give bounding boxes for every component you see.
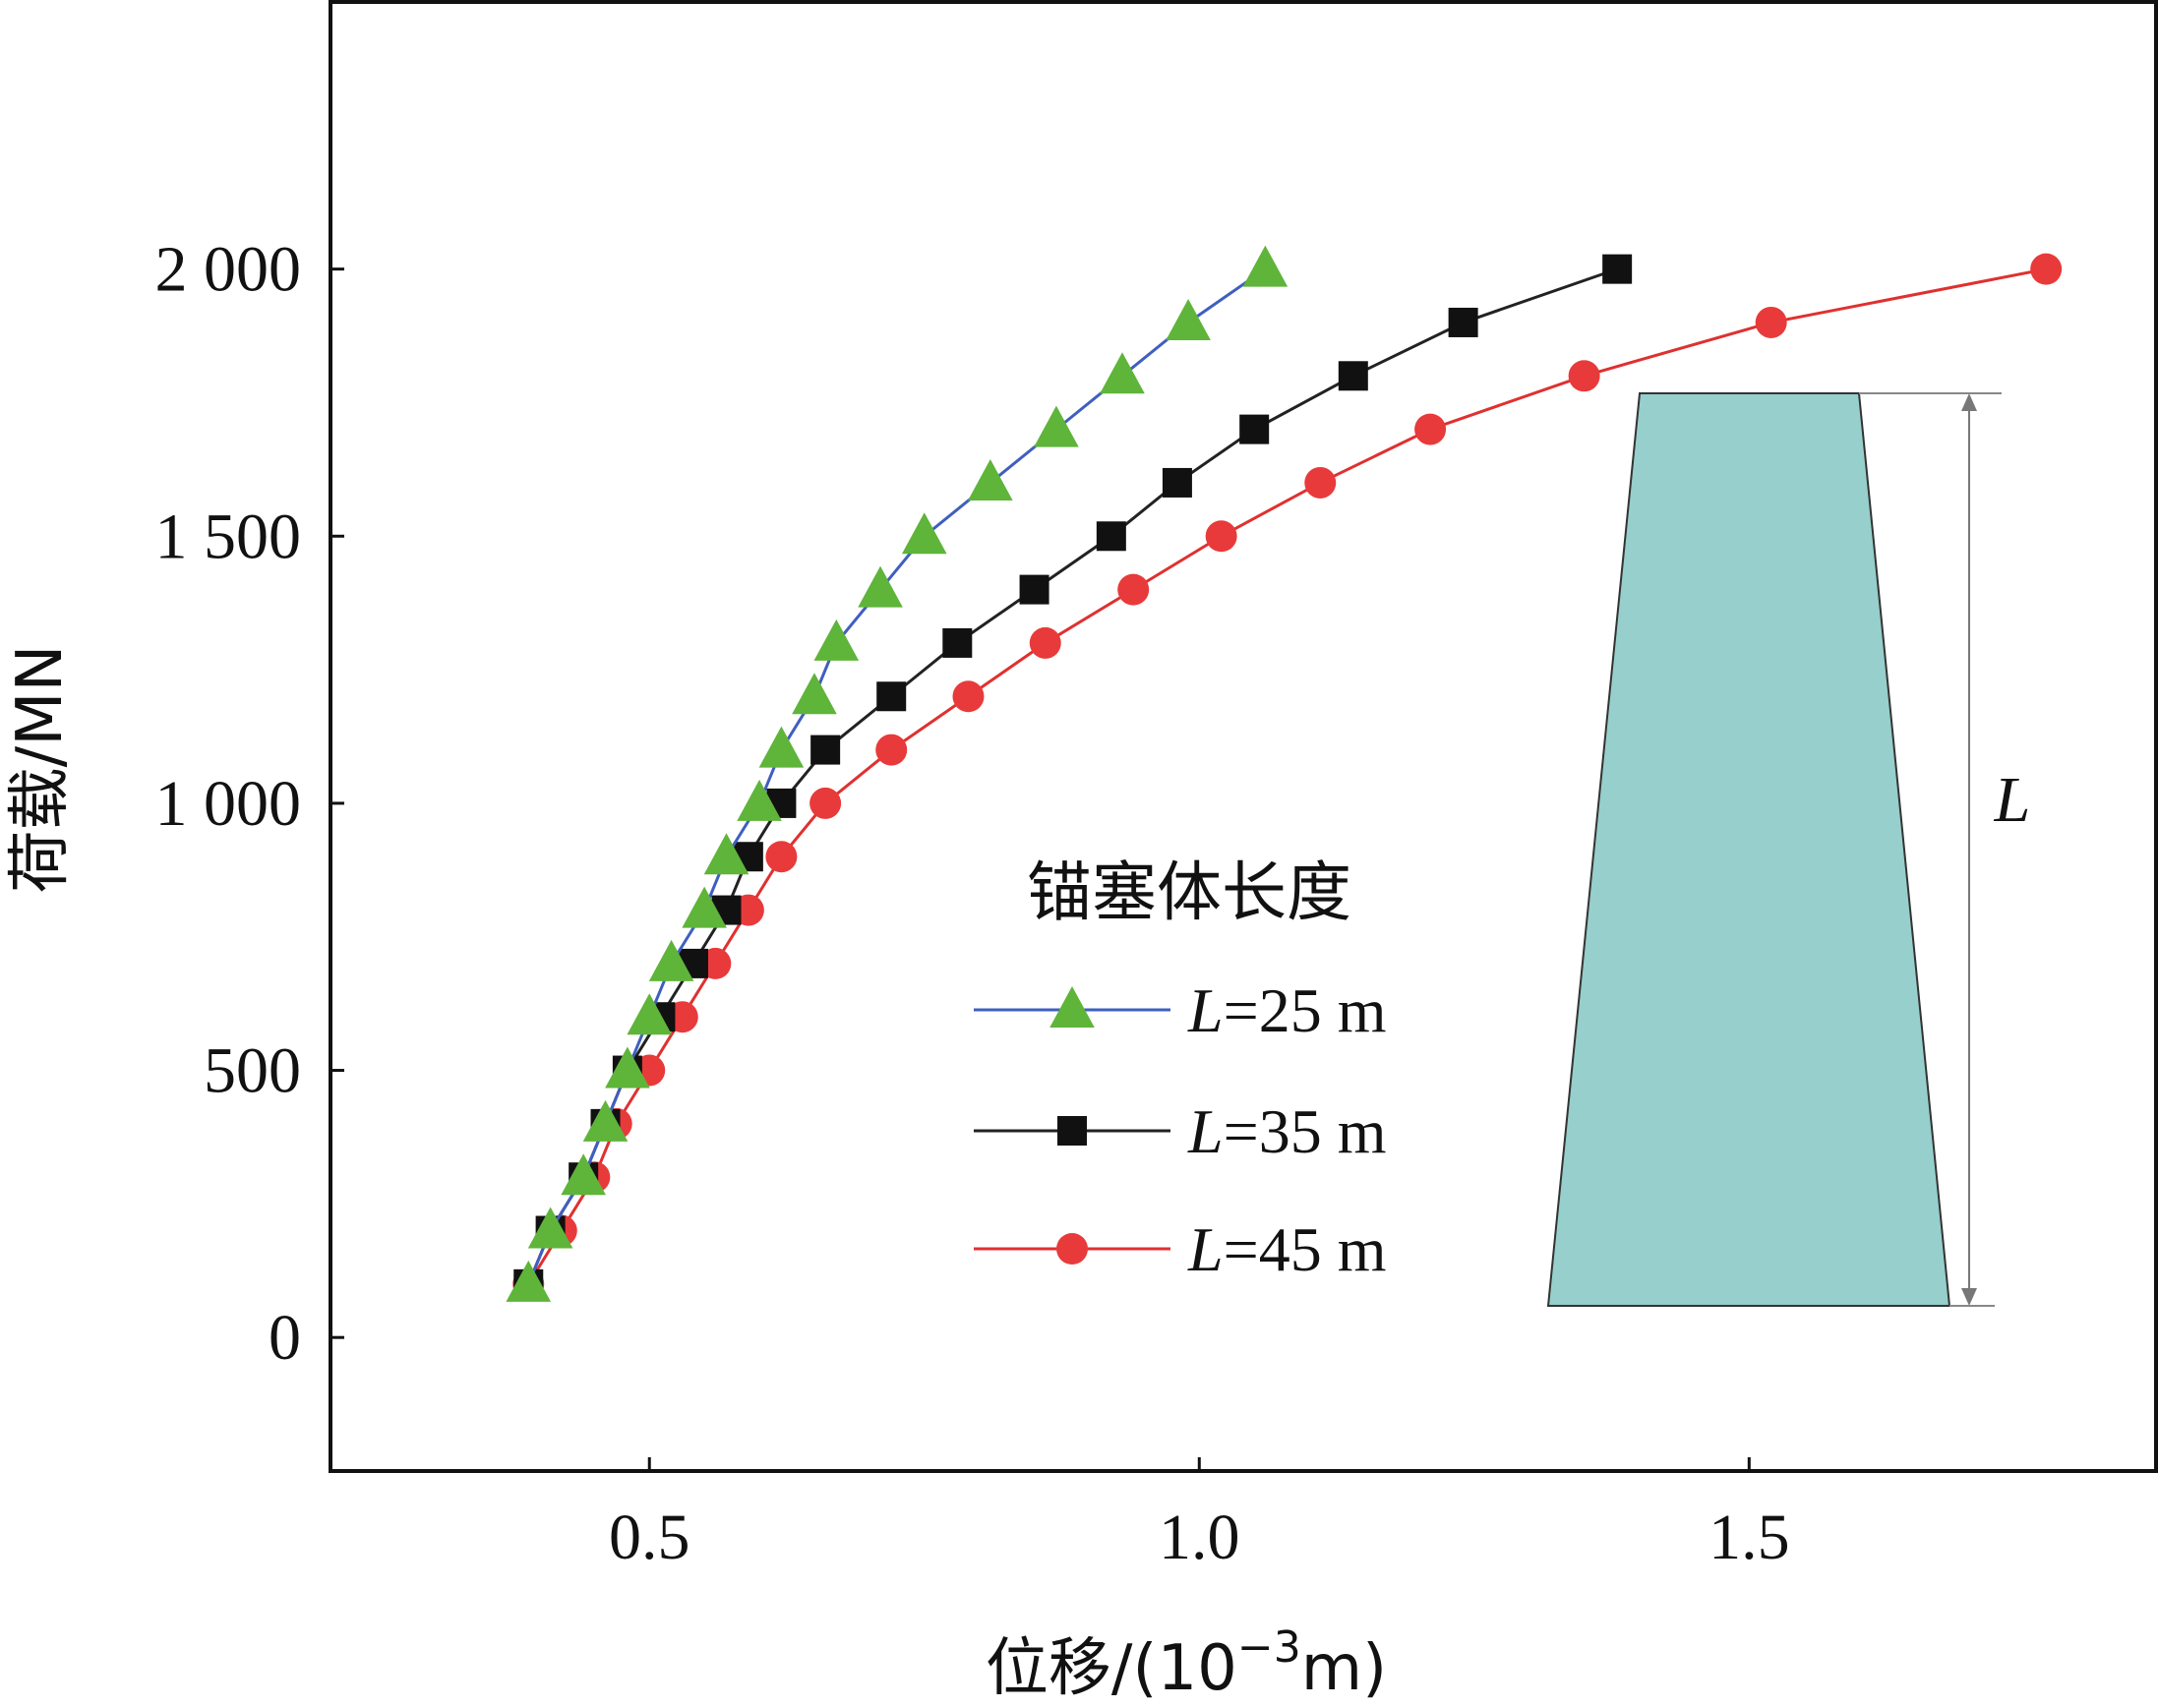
data-point [968, 458, 1013, 501]
data-point [1338, 361, 1368, 391]
data-point [627, 993, 673, 1035]
data-point [1239, 414, 1270, 444]
data-point [813, 618, 860, 661]
data-point [561, 1153, 606, 1196]
data-point [582, 1099, 629, 1142]
series-triangle [506, 245, 1289, 1302]
x-axis-ticks: 0.5 1.0 1.5 [609, 1457, 1790, 1573]
data-point [1448, 307, 1478, 337]
dimension-label: L [1994, 764, 2031, 836]
legend-entry: L=25 m [974, 975, 1386, 1045]
y-tick-label: 1 500 [155, 501, 302, 572]
y-axis-ticks: 0 500 1 000 1 500 2 000 [155, 234, 344, 1374]
data-point [1096, 521, 1126, 552]
y-tick-label: 2 000 [155, 234, 302, 306]
x-tick-label: 1.5 [1708, 1502, 1790, 1573]
x-tick-label: 0.5 [609, 1502, 690, 1573]
data-point [1242, 245, 1289, 287]
data-point [605, 1046, 650, 1089]
y-tick-label: 0 [269, 1302, 301, 1374]
legend-label: L=45 m [1187, 1214, 1386, 1284]
y-tick-label: 500 [204, 1035, 301, 1107]
legend-entry: L=45 m [974, 1214, 1386, 1284]
data-point [2030, 253, 2063, 285]
data-point [506, 1260, 552, 1302]
data-point [737, 779, 782, 821]
x-tick-label: 1.0 [1159, 1502, 1240, 1573]
data-point [875, 734, 908, 766]
data-point [1117, 573, 1150, 606]
data-point [1755, 306, 1787, 338]
data-point [758, 726, 805, 768]
legend-title: 锚塞体长度 [1027, 854, 1351, 930]
anchor-block-inset: L [1546, 392, 2031, 1307]
legend-label: L=25 m [1187, 975, 1386, 1045]
plot-frame [329, 0, 2158, 1473]
data-point [1162, 467, 1192, 498]
data-point [876, 681, 907, 712]
legend-marker [1057, 1116, 1087, 1146]
x-axis-title: 位移/(10−3m) [986, 1622, 1387, 1705]
data-point [810, 735, 841, 765]
data-point [942, 627, 973, 658]
legend-label: L=35 m [1187, 1096, 1386, 1166]
dimension-arrow-top [1961, 393, 1977, 411]
data-point [765, 841, 798, 873]
data-point [1034, 405, 1079, 447]
data-point [1414, 413, 1447, 445]
data-point [648, 939, 694, 981]
y-axis-title: 荷载/MN [4, 645, 77, 894]
legend-marker [1049, 986, 1095, 1028]
data-point [682, 886, 727, 928]
data-point [792, 673, 837, 715]
data-point [1304, 466, 1337, 499]
dimension-arrow-bottom [1961, 1288, 1977, 1306]
data-point [901, 512, 947, 555]
data-point [1205, 520, 1237, 553]
anchor-block-trapezoid [1546, 392, 1951, 1307]
data-point [527, 1207, 573, 1249]
data-point [1166, 298, 1211, 340]
data-point [858, 565, 903, 608]
data-point [1019, 574, 1049, 605]
legend-entry: L=35 m [974, 1096, 1386, 1166]
data-point [1029, 626, 1061, 659]
data-point [952, 680, 985, 713]
data-point [1602, 254, 1633, 284]
data-point [1100, 352, 1145, 394]
data-point [809, 787, 842, 819]
y-tick-label: 1 000 [155, 768, 302, 840]
data-point [703, 833, 749, 875]
legend-marker [1056, 1233, 1088, 1265]
legend: 锚塞体长度 L=25 m L=35 m L=45 m [974, 854, 1386, 1284]
legend-entries: L=25 m L=35 m L=45 m [974, 975, 1386, 1284]
data-point [1568, 360, 1600, 392]
series-layer [506, 245, 2063, 1302]
